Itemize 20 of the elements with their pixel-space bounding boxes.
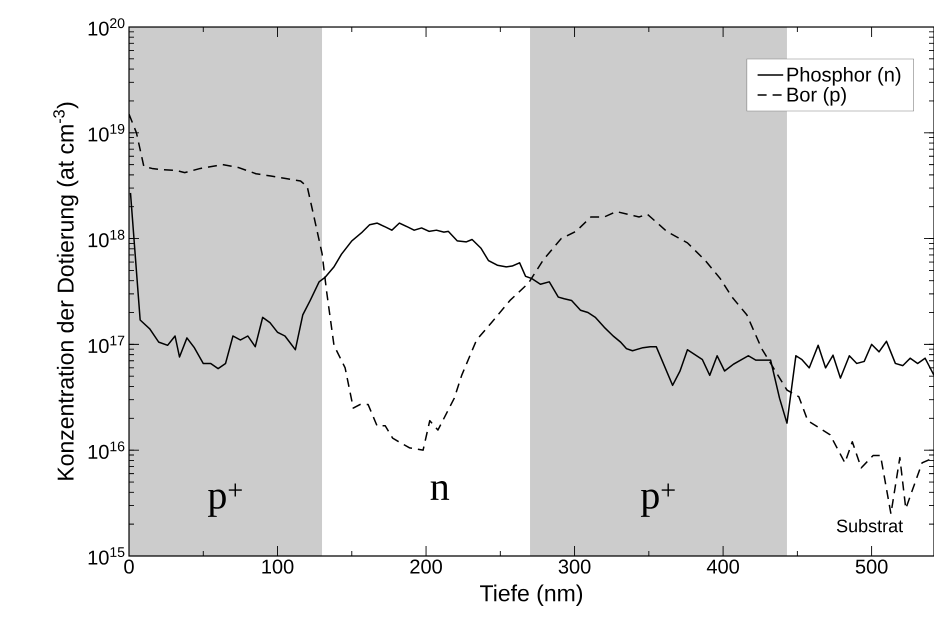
x-tick-label: 400 <box>706 560 739 574</box>
annotation: n <box>430 481 450 500</box>
legend-label: Phosphor (n) <box>788 67 900 86</box>
y-tick-label: 10$^{19}$ <box>88 124 124 142</box>
y-tick-label: 10$^{17}$ <box>88 336 124 354</box>
legend-label: Bor (p) <box>788 87 846 106</box>
y-tick-label: 10$^{15}$ <box>88 547 124 565</box>
y-axis-title: Konzentration der Dotierung (at cm$^{-3}$) <box>53 102 78 480</box>
x-tick-label: 100 <box>262 560 294 574</box>
x-tick-label: 0 <box>124 560 134 574</box>
x-axis-title: Tiefe (nm) <box>480 584 582 606</box>
y-tick-label: 10$^{20}$ <box>88 18 124 36</box>
y-tick-label: 10$^{18}$ <box>88 230 124 248</box>
x-tick-label: 300 <box>558 560 590 574</box>
y-tick-label: 10$^{16}$ <box>88 441 124 459</box>
annotation: Substrat <box>836 519 903 532</box>
band-label: p$^{+}$ <box>208 484 242 517</box>
band-label: p$^{+}$ <box>640 484 675 517</box>
x-tick-label: 500 <box>856 560 888 574</box>
x-tick-label: 200 <box>410 560 442 574</box>
